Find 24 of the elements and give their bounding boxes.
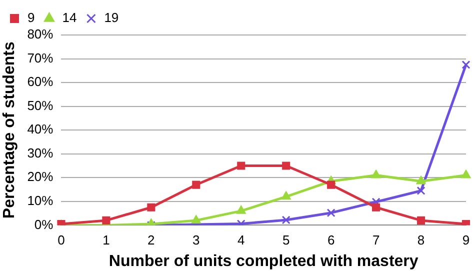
x-tick-label: 1 bbox=[102, 232, 110, 248]
y-tick-label: 20% bbox=[27, 169, 54, 184]
legend-label: 9 bbox=[28, 10, 35, 26]
y-tick-label: 80% bbox=[27, 26, 54, 42]
y-tick-label: 40% bbox=[27, 122, 54, 137]
x-tick-label: 9 bbox=[462, 232, 470, 248]
y-tick-label: 60% bbox=[27, 74, 54, 90]
x-tick-label: 3 bbox=[192, 232, 200, 248]
x-axis-title: Number of units completed with mastery bbox=[108, 252, 418, 270]
y-tick-label: 10% bbox=[27, 193, 54, 208]
y-axis-title: Percentage of students bbox=[1, 42, 18, 219]
legend-label: 19 bbox=[104, 10, 119, 26]
x-tick-label: 6 bbox=[327, 232, 335, 248]
x-tick-label: 4 bbox=[238, 232, 245, 248]
x-tick-label: 0 bbox=[58, 232, 65, 248]
x-tick-label: 2 bbox=[148, 232, 155, 248]
y-tick-label: 70% bbox=[27, 50, 54, 66]
x-tick-label: 5 bbox=[282, 232, 290, 248]
y-tick-label: 50% bbox=[27, 98, 54, 113]
y-tick-label: 30% bbox=[27, 145, 54, 160]
x-tick-label: 8 bbox=[417, 232, 425, 248]
y-tick-label: 0% bbox=[34, 216, 54, 232]
x-tick-label: 7 bbox=[372, 232, 380, 248]
legend-label: 14 bbox=[62, 10, 77, 26]
